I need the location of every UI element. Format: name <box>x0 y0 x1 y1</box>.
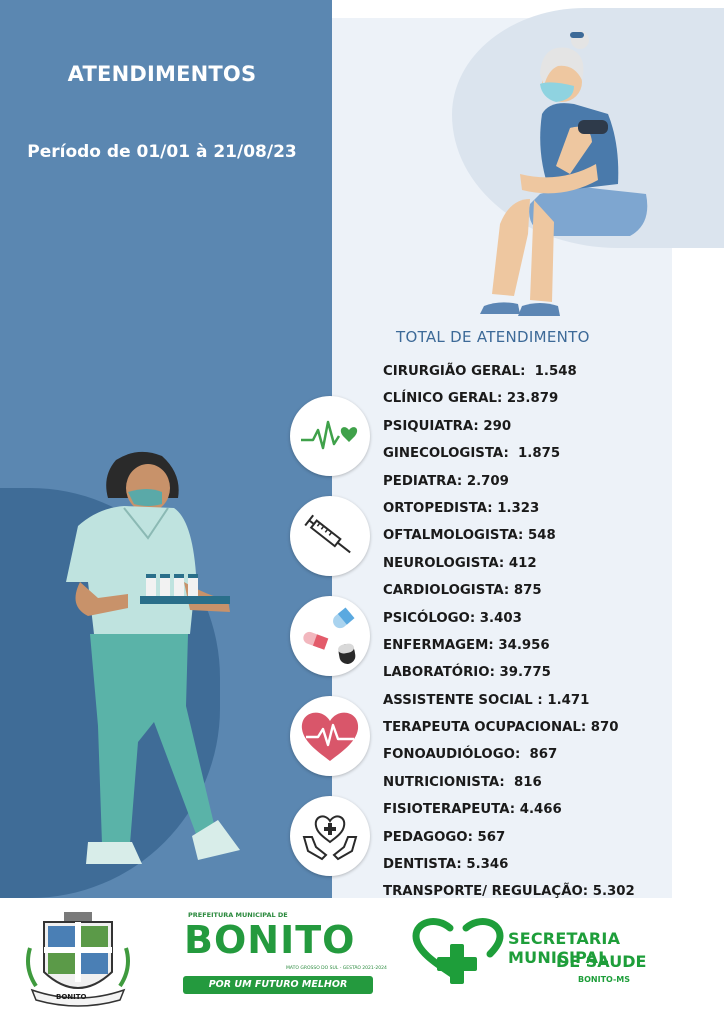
list-item: DENTISTA: 5.346 <box>383 857 509 873</box>
list-item: GINECOLOGISTA: 1.875 <box>383 446 561 462</box>
list-item: PEDIATRA: 2.709 <box>383 473 509 489</box>
total-heading: TOTAL DE ATENDIMENTO <box>396 328 590 346</box>
secretaria-title: SECRETARIA MUNICIPAL <box>508 929 621 967</box>
page-title: ATENDIMENTOS <box>67 62 257 86</box>
city-name: BONITO <box>184 918 356 962</box>
care-hands-icon <box>290 796 370 876</box>
syringe-icon <box>290 496 370 576</box>
coat-of-arms-label: BONITO <box>56 993 87 1001</box>
period-text: Período de 01/01 à 21/08/23 <box>27 142 297 162</box>
nurse-illustration <box>66 451 240 864</box>
attendance-list: CIRURGIÃO GERAL: 1.548 CLÍNICO GERAL: 23… <box>383 358 635 906</box>
heartbeat-icon <box>290 396 370 476</box>
list-item: CARDIOLOGISTA: 875 <box>383 583 542 599</box>
list-item: OFTALMOLOGISTA: 548 <box>383 528 556 544</box>
elderly-woman-illustration <box>480 31 648 316</box>
list-item: ASSISTENTE SOCIAL : 1.471 <box>383 692 590 708</box>
list-item: NUTRICIONISTA: 816 <box>383 774 542 790</box>
heart-pulse-icon <box>290 696 370 776</box>
list-item: FONOAUDIÓLOGO: 867 <box>383 747 558 763</box>
health-secretary-logo <box>412 918 504 984</box>
list-item: PSICÓLOGO: 3.403 <box>383 610 522 626</box>
list-item: CIRURGIÃO GERAL: 1.548 <box>383 364 577 379</box>
slogan: POR UM FUTURO MELHOR <box>183 976 373 994</box>
coat-of-arms-logo <box>26 912 130 1007</box>
list-item: LABORATÓRIO: 39.775 <box>383 665 551 681</box>
pills-icon <box>290 596 370 676</box>
footer <box>0 898 724 1024</box>
list-item: ORTOPEDISTA: 1.323 <box>383 500 540 516</box>
list-item: PSIQUIATRA: 290 <box>383 418 512 434</box>
list-item: FISIOTERAPEUTA: 4.466 <box>383 802 562 818</box>
list-item: ENFERMAGEM: 34.956 <box>383 637 550 653</box>
prefeitura-label: PREFEITURA MUNICIPAL DE <box>188 911 288 919</box>
state-label: MATO GROSSO DO SUL - GESTÃO 2021-2024 <box>286 966 387 971</box>
list-item: TRANSPORTE/ REGULAÇÃO: 5.302 <box>383 884 635 900</box>
secretaria-location: BONITO-MS <box>578 975 631 984</box>
list-item: CLÍNICO GERAL: 23.879 <box>383 391 559 407</box>
list-item: TERAPEUTA OCUPACIONAL: 870 <box>383 720 619 736</box>
list-item: NEUROLOGISTA: 412 <box>383 555 537 571</box>
list-item: PEDAGOGO: 567 <box>383 829 506 845</box>
secretaria-subtitle: DE SAUDE <box>556 952 647 971</box>
